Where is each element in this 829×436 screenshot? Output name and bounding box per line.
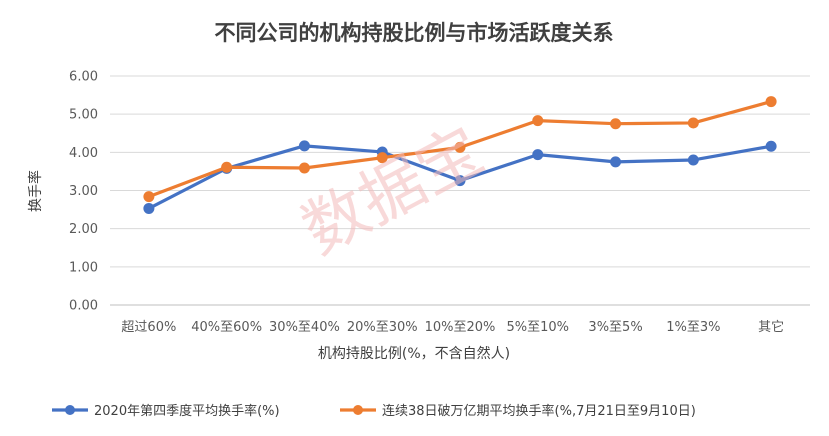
y-tick-label: 4.00	[69, 146, 98, 161]
data-point	[532, 115, 544, 127]
x-tick-label: 1%至3%	[666, 320, 720, 335]
legend: 2020年第四季度平均换手率(%) 连续38日破万亿期平均换手率(%,7月21日至…	[52, 403, 696, 419]
y-tick-label: 5.00	[69, 108, 98, 123]
y-tick-label: 3.00	[69, 184, 98, 199]
y-tick-label: 6.00	[69, 70, 98, 85]
y-tick-label: 2.00	[69, 222, 98, 237]
data-point	[687, 154, 699, 166]
y-tick-label: 1.00	[69, 260, 98, 275]
legend-label: 2020年第四季度平均换手率(%)	[94, 403, 280, 419]
x-tick-label: 10%至20%	[425, 320, 496, 335]
x-tick-label: 5%至10%	[507, 320, 570, 335]
series-1	[143, 140, 777, 214]
data-point	[765, 96, 777, 108]
series-group	[143, 96, 777, 214]
x-tick-label: 3%至5%	[588, 320, 642, 335]
x-tick-label: 30%至40%	[269, 320, 340, 335]
data-point	[221, 161, 233, 173]
legend-marker	[65, 405, 75, 415]
x-tick-label: 20%至30%	[347, 320, 418, 335]
x-axis-ticks: 超过60% 40%至60% 30%至40% 20%至30% 10%至20% 5%至10% 3…	[121, 319, 784, 335]
data-point	[376, 152, 388, 164]
data-point	[298, 140, 310, 152]
chart-title: 不同公司的机构持股比例与市场活跃度关系	[215, 21, 614, 45]
x-tick-label: 其它	[758, 319, 784, 335]
legend-marker	[353, 405, 363, 415]
data-point	[687, 117, 699, 129]
data-point	[454, 175, 466, 187]
legend-label: 连续38日破万亿期平均换手率(%,7月21日至9月10日)	[382, 403, 696, 419]
data-point	[454, 141, 466, 153]
data-point	[298, 162, 310, 174]
data-point	[765, 140, 777, 152]
series-2	[143, 96, 777, 203]
y-axis-ticks: 0.00 1.00 2.00 3.00 4.00 5.00 6.00	[69, 70, 98, 314]
x-axis-title: 机构持股比例(%，不含自然人)	[318, 345, 510, 362]
y-tick-label: 0.00	[69, 299, 98, 314]
x-tick-label: 40%至60%	[191, 320, 262, 335]
data-point	[610, 156, 622, 168]
data-point	[143, 191, 155, 203]
y-axis-title: 换手率	[27, 170, 44, 212]
gridlines	[110, 75, 810, 306]
data-point	[143, 202, 155, 214]
data-point	[610, 118, 622, 130]
data-point	[532, 149, 544, 161]
x-tick-label: 超过60%	[121, 320, 176, 335]
